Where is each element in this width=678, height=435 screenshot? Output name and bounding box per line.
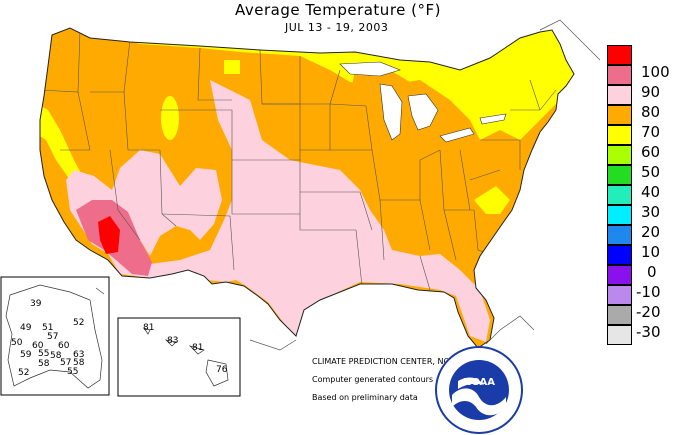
legend-swatch-90 [607,65,632,85]
contour-100-hotspot [98,216,120,254]
hawaii-value: 81 [143,323,155,333]
legend-label: 0 [647,263,657,281]
legend-swatch-20 [607,205,632,225]
legend-swatch-minus30 [607,305,632,325]
credit-center: CLIMATE PREDICTION CENTER, NOAA [312,357,461,366]
alaska-coast-detail [95,287,105,295]
hawaii-oahu [164,339,177,347]
legend-swatch-10 [607,225,632,245]
map-title: Average Temperature (°F) [235,1,441,19]
contour-fill-layer [40,28,574,348]
alaska-value: 50 [11,338,23,348]
legend-swatch-80 [607,85,632,105]
alaska-value: 58 [73,358,85,368]
alaska-inset-box [0,276,110,396]
legend-label: 70 [641,123,661,141]
alaska-value: 51 [42,323,54,333]
mexico-outline [249,339,297,351]
legend-swatch-70 [607,105,632,125]
alaska-value: 60 [32,341,44,351]
legend-swatch-minus10 [607,265,632,285]
caribbean-outline [485,315,535,345]
alaska-value: 52 [73,318,85,328]
legend-swatch-minus20 [607,285,632,305]
hawaii-value: 83 [167,336,179,346]
alaska-value: 55 [67,367,79,377]
hawaii-big-island [205,359,229,387]
alaska-outline [5,284,103,389]
legend-swatch-0 [607,245,632,265]
alaska-value: 58 [50,351,62,361]
legend-label: 10 [641,243,661,261]
legend-label: 80 [641,103,661,121]
alaska-value: 55 [38,349,50,359]
legend-label: -20 [636,303,661,321]
alaska-value: 63 [73,350,85,360]
lake-erie [439,127,475,143]
contour-70-texas [214,284,240,310]
noaa-logo-text: NOAA [463,377,495,388]
credit-line-2: Based on preliminary data [312,393,418,402]
legend-label: 30 [641,203,661,221]
legend-swatch-30 [607,185,632,205]
contour-60-appalachia [474,186,510,214]
state-borders [40,29,557,291]
legend-swatch-60 [607,125,632,145]
legend-label: 20 [641,223,661,241]
alaska-value: 59 [20,350,32,360]
legend-swatch-below [607,325,632,345]
alaska-value: 52 [18,368,30,378]
legend-label: 60 [641,143,661,161]
noaa-logo: NOAA [435,346,523,434]
contour-60-montana [224,60,240,74]
contour-80-region [66,80,490,342]
hawaii-inset-box [117,317,241,397]
legend-label: 40 [641,183,661,201]
map-date-range: JUL 13 - 19, 2003 [285,21,389,34]
hawaii-maui [188,345,205,355]
legend-swatch-100 [607,45,632,65]
lake-huron [407,93,439,131]
contour-60-rockies-north [161,96,179,140]
alaska-value: 60 [58,341,70,351]
legend-swatch-40 [607,165,632,185]
legend-label: 100 [641,63,670,81]
lake-superior [339,61,401,77]
legend-label: -10 [636,283,661,301]
us-outline [39,27,575,349]
alaska-value: 39 [30,299,42,309]
canada-outline [539,19,601,61]
alaska-value: 49 [20,323,32,333]
credit-line-1: Computer generated contours [312,375,434,384]
hawaii-value: 81 [192,343,204,353]
legend-label: 90 [641,83,661,101]
alaska-value: 57 [60,358,72,368]
lake-ontario [479,113,507,125]
legend-label: -30 [636,323,661,341]
lake-michigan [379,83,403,141]
legend-swatch-50 [607,145,632,165]
hawaii-kauai [143,327,151,335]
alaska-value: 57 [47,332,59,342]
legend-label: 50 [641,163,661,181]
alaska-value: 58 [38,359,50,369]
hawaii-value: 76 [216,365,228,375]
contour-70-michigan [352,70,410,96]
